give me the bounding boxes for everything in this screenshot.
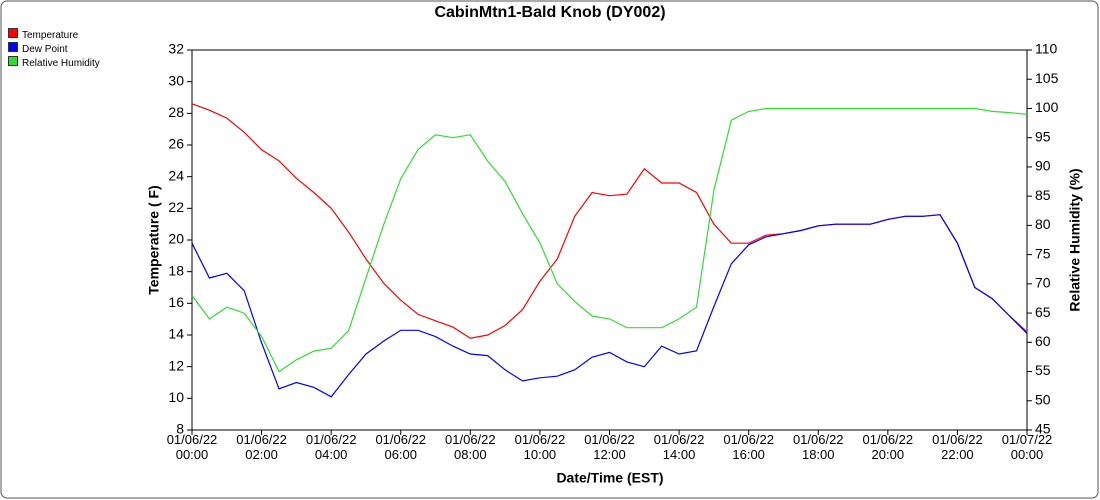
y-tick-label: 28 [168, 104, 184, 120]
legend-item: Dew Point [8, 42, 68, 55]
legend-swatch [8, 42, 18, 52]
y-tick-label: 32 [168, 41, 184, 57]
x-tick-label: 01/06/22 04:00 [305, 432, 357, 462]
x-tick-label: 01/06/22 16:00 [723, 432, 774, 462]
x-tick-label: 01/06/22 02:00 [236, 432, 287, 462]
y2-tick-label: 65 [1035, 304, 1051, 320]
x-tick-label: 01/06/22 18:00 [792, 432, 844, 462]
x-tick-label: 01/06/22 10:00 [514, 432, 566, 462]
x-tick-label: 01/06/22 20:00 [862, 432, 914, 462]
y2-tick-label: 95 [1035, 128, 1051, 144]
x-tick-label: 01/07/22 00:00 [1001, 432, 1053, 462]
y2-axis-label: Relative Humidity (%) [1067, 168, 1083, 311]
x-tick-label: 01/06/22 08:00 [445, 432, 496, 462]
y-tick-label: 16 [168, 294, 184, 310]
legend-item: Temperature [8, 28, 78, 41]
y2-tick-label: 90 [1035, 158, 1051, 174]
y2-tick-label: 105 [1035, 70, 1059, 86]
y-tick-label: 22 [168, 199, 184, 215]
y2-tick-label: 80 [1035, 216, 1051, 232]
x-tick-label: 01/06/22 12:00 [584, 432, 635, 462]
y2-tick-label: 50 [1035, 391, 1051, 407]
y-tick-label: 26 [168, 136, 184, 152]
y2-tick-label: 100 [1035, 99, 1059, 115]
y2-tick-label: 75 [1035, 245, 1051, 261]
y2-tick-label: 45 [1035, 421, 1051, 437]
legend-label: Dew Point [22, 44, 68, 55]
y2-tick-label: 70 [1035, 275, 1051, 291]
x-tick-label: 01/06/22 14:00 [653, 432, 705, 462]
y-tick-label: 12 [168, 357, 184, 373]
y-tick-label: 18 [168, 262, 184, 278]
y-tick-label: 10 [168, 389, 184, 405]
legend-item: Relative Humidity [8, 56, 100, 69]
legend-swatch [8, 56, 18, 66]
x-tick-label: 01/06/22 00:00 [166, 432, 218, 462]
x-tick-label: 01/06/22 06:00 [375, 432, 427, 462]
legend-swatch [8, 28, 18, 38]
y-tick-label: 20 [168, 231, 184, 247]
series-line [191, 214, 1028, 398]
y2-tick-label: 55 [1035, 362, 1051, 378]
y-tick-label: 24 [168, 167, 184, 183]
y2-tick-label: 85 [1035, 187, 1051, 203]
y-tick-label: 30 [168, 72, 184, 88]
legend-label: Temperature [22, 30, 79, 41]
chart-title: CabinMtn1-Bald Knob (DY002) [434, 4, 665, 21]
legend-label: Relative Humidity [22, 58, 100, 69]
y2-tick-label: 110 [1035, 41, 1058, 57]
y-tick-label: 8 [176, 421, 184, 437]
x-tick-label: 01/06/22 22:00 [932, 432, 983, 462]
y2-tick-label: 60 [1035, 333, 1051, 349]
x-axis-label: Date/Time (EST) [556, 470, 663, 486]
y-tick-label: 14 [168, 326, 184, 342]
series-line [191, 107, 1028, 373]
y-axis-label: Temperature ( F) [146, 185, 162, 294]
